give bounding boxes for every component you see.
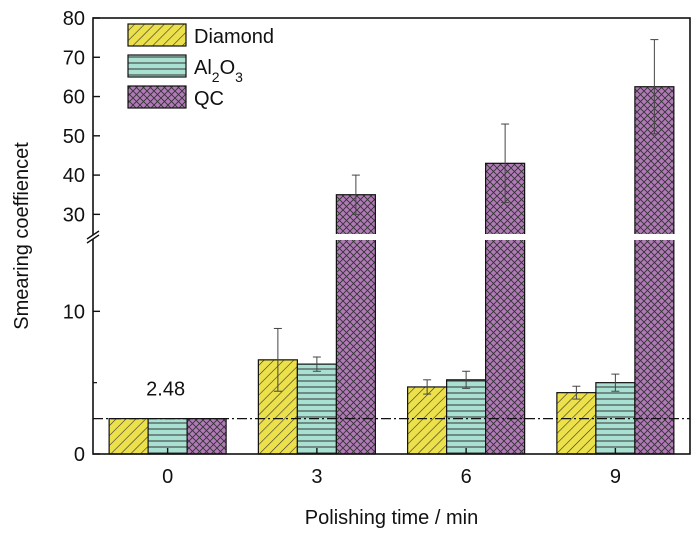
bar-al-6 [446,379,487,455]
bar-qc-3 [335,194,376,455]
y-tick-label: 0 [74,444,85,466]
error-bars-group [273,39,659,400]
legend-label-al: Al2O3 [194,57,243,85]
bar-break-gap [334,234,378,240]
y-tick-label: 50 [63,126,85,148]
bar-break-gap [632,234,676,240]
y-axis-title: Smearing coeffiencet [11,142,33,330]
axis-ticks-group [85,17,617,455]
bar-diamond-9 [556,392,597,455]
legend-swatch-al [127,54,187,78]
x-tick-label: 9 [610,466,621,488]
legend-swatch-diamond [127,23,187,47]
y-tick-label: 30 [63,204,85,226]
axis-break-mark [86,230,100,240]
y-tick-label: 60 [63,87,85,109]
y-tick-label: 10 [63,301,85,323]
bar-diamond-0 [108,418,149,455]
y-tick-label: 40 [63,165,85,187]
bar-qc-6 [485,162,526,455]
legend-swatch-qc [127,85,187,109]
legend-label-diamond: Diamond [194,26,274,48]
axis-break-mark [86,234,100,244]
reference-label: 2.48 [146,379,185,401]
tick-labels-group: 0 3 6 9 0 10 30 40 50 60 70 80 [63,8,621,488]
bar-al-3 [296,363,337,455]
x-tick-label: 3 [311,466,322,488]
axis-break-gap [85,235,101,239]
legend: Diamond Al2O3 QC [127,23,274,110]
bar-qc-0 [186,418,227,455]
bars-group [108,86,675,455]
x-tick-label: 0 [162,466,173,488]
axis-break-group [334,234,676,240]
legend-label-qc: QC [194,88,224,110]
bar-qc-9 [634,86,675,455]
y-tick-label: 70 [63,47,85,69]
x-axis-title: Polishing time / min [305,507,478,529]
y-tick-label: 80 [63,8,85,30]
bar-diamond-6 [407,386,448,455]
x-tick-label: 6 [461,466,472,488]
bar-break-gap [483,234,527,240]
